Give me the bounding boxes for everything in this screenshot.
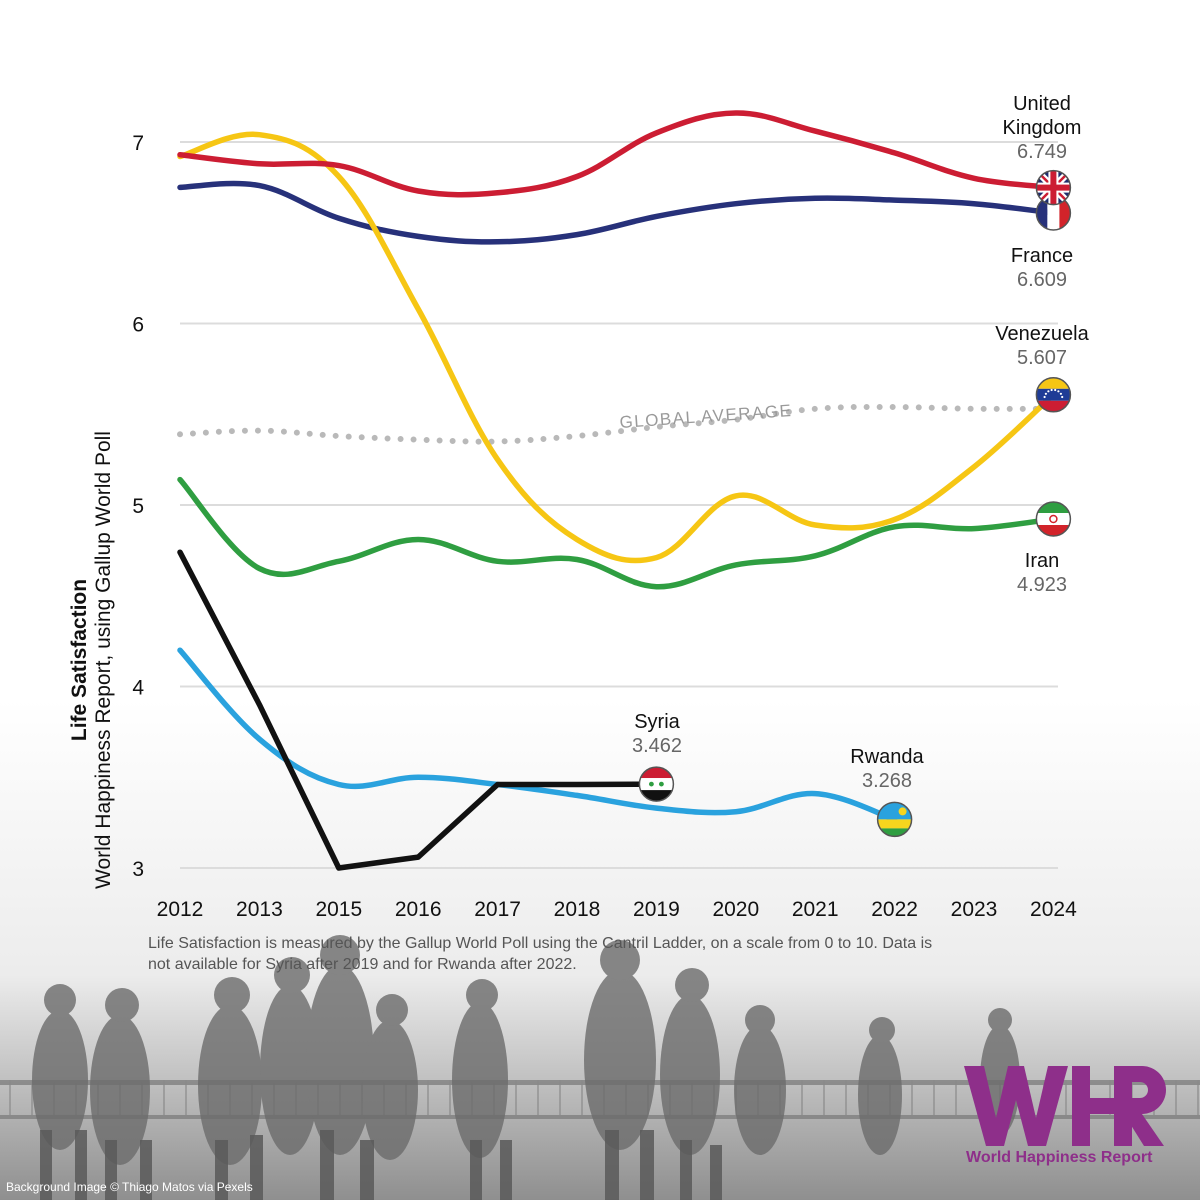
series-label-france: France [1011, 245, 1073, 267]
y-tick-label: 6 [132, 314, 144, 337]
y-tick-label: 5 [132, 495, 144, 518]
whr-logo [964, 1066, 1166, 1146]
x-tick-label: 2019 [633, 898, 680, 921]
series-lines [177, 110, 1057, 871]
x-tick-label: 2015 [315, 898, 362, 921]
series-label-united-kingdom: United [1013, 93, 1071, 115]
x-tick-label: 2017 [474, 898, 521, 921]
logo-caption: World Happiness Report [966, 1149, 1153, 1166]
x-tick-label: 2012 [157, 898, 204, 921]
y-tick-label: 7 [132, 132, 144, 155]
y-axis-label: Life Satisfaction [68, 578, 91, 742]
x-tick-label: 2021 [792, 898, 839, 921]
x-tick-label: 2024 [1030, 898, 1077, 921]
series-line-syria [177, 549, 660, 871]
x-tick-label: 2023 [951, 898, 998, 921]
series-value-united-kingdom: 6.749 [1017, 141, 1067, 163]
series-value-syria: 3.462 [632, 735, 682, 757]
x-tick-label: 2016 [395, 898, 442, 921]
syria-flag-icon [638, 766, 675, 802]
y-tick-label: 3 [132, 858, 144, 881]
venezuela-flag-icon [1035, 377, 1072, 413]
uk-flag-icon [1035, 169, 1072, 206]
global-average-line [177, 403, 1057, 445]
y-axis-ticks: 3 4 5 6 7 [132, 132, 144, 881]
y-axis-sublabel: World Happiness Report, using Gallup Wor… [92, 431, 115, 889]
rwanda-flag-icon [876, 801, 913, 838]
series-label-syria: Syria [634, 711, 680, 733]
series-label-iran: Iran [1025, 550, 1059, 572]
x-axis-ticks: 2012 2013 2015 2016 2017 2018 2019 2020 2021 2022… [157, 898, 1077, 921]
x-tick-label: 2020 [712, 898, 759, 921]
y-tick-label: 4 [132, 677, 144, 700]
global-average-series: GLOBAL AVERAGE [177, 401, 1057, 445]
series-value-iran: 4.923 [1017, 574, 1067, 596]
series-label-united-kingdom: Kingdom [1003, 117, 1082, 139]
series-value-venezuela: 5.607 [1017, 347, 1067, 369]
image-credit: Background Image © Thiago Matos via Pexe… [6, 1180, 253, 1194]
series-flags [638, 169, 1072, 838]
chart-footnote: Life Satisfaction is measured by the Gal… [148, 935, 933, 973]
x-tick-label: 2022 [871, 898, 918, 921]
y-axis-title: Life Satisfaction World Happiness Report… [68, 340, 116, 980]
series-line-united-kingdom [177, 110, 1057, 198]
gridlines [180, 141, 1058, 869]
series-line-iran [177, 476, 1057, 590]
x-tick-label: 2013 [236, 898, 283, 921]
global-average-label: GLOBAL AVERAGE [619, 401, 793, 432]
series-value-france: 6.609 [1017, 269, 1067, 291]
x-tick-label: 2018 [554, 898, 601, 921]
series-value-rwanda: 3.268 [862, 770, 912, 792]
series-label-rwanda: Rwanda [850, 746, 924, 768]
series-line-france [177, 180, 1057, 245]
series-line-venezuela [177, 131, 1057, 564]
iran-flag-icon [1035, 501, 1072, 537]
series-label-venezuela: Venezuela [995, 323, 1089, 345]
